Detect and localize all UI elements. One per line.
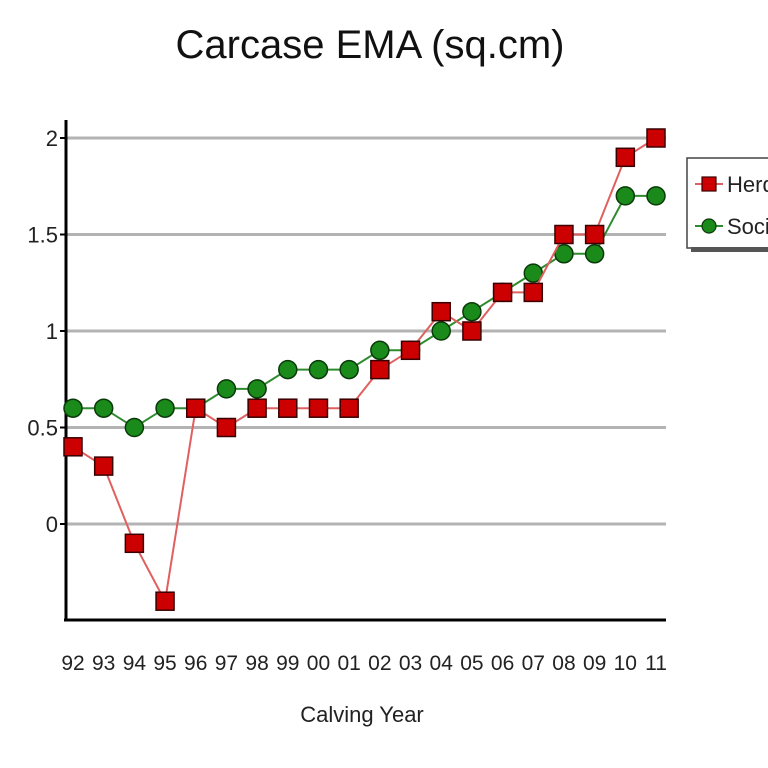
data-point — [339, 359, 359, 380]
data-point — [308, 359, 329, 380]
data-point — [584, 224, 605, 245]
data-point — [63, 437, 83, 457]
y-tick-label: 0.5 — [27, 416, 58, 441]
x-tick-label: 08 — [552, 652, 575, 675]
data-point — [370, 340, 390, 361]
x-tick-label: 06 — [491, 652, 514, 675]
x-tick-label: 92 — [61, 652, 84, 675]
data-point — [400, 340, 421, 361]
legend-label: Herd — [727, 172, 768, 197]
series-line — [72, 137, 657, 605]
y-tick-label: 2 — [46, 126, 58, 151]
data-point — [155, 398, 175, 418]
data-point — [523, 282, 544, 303]
x-tick-label: 05 — [460, 652, 483, 675]
data-point — [339, 398, 359, 418]
legend-label: Society — [727, 214, 768, 239]
data-point — [124, 417, 145, 438]
series-herd — [63, 128, 666, 611]
data-point — [63, 398, 83, 418]
x-tick-label: 94 — [123, 652, 147, 675]
x-tick-label: 01 — [337, 652, 360, 675]
data-point — [124, 533, 145, 554]
y-tick-label: 0 — [46, 512, 58, 537]
data-point — [278, 398, 298, 418]
data-point — [185, 398, 206, 418]
data-point — [247, 398, 267, 418]
x-tick-label: 07 — [522, 652, 545, 675]
series-layer — [63, 128, 666, 611]
data-point — [431, 301, 451, 322]
x-tick-label: 93 — [92, 652, 115, 675]
data-point — [615, 186, 636, 206]
x-tick-label: 02 — [368, 652, 391, 675]
legend-box — [686, 157, 768, 249]
data-point — [584, 244, 605, 264]
x-tick-label: 10 — [614, 652, 637, 675]
axes — [60, 120, 666, 622]
x-tick-label: 00 — [307, 652, 330, 675]
data-point — [216, 379, 237, 399]
x-tick-label: 95 — [153, 652, 176, 675]
data-point — [462, 301, 482, 322]
grid — [66, 136, 666, 526]
chart-title: Carcase EMA (sq.cm) — [176, 23, 565, 67]
x-tick-label: 11 — [645, 652, 667, 675]
data-point — [278, 359, 298, 380]
series-society — [63, 186, 666, 438]
data-point — [615, 147, 636, 168]
x-tick-label: 97 — [215, 652, 238, 675]
y-axis-ticks: 2 1.5 1 0.5 0 — [27, 126, 58, 537]
x-tick-label: 96 — [184, 652, 207, 675]
data-point — [554, 224, 574, 245]
data-point — [554, 244, 574, 264]
x-tick-label: 99 — [276, 652, 299, 675]
data-point — [462, 321, 482, 341]
data-point — [247, 379, 267, 399]
legend-marker — [701, 218, 717, 234]
x-axis-ticks: 92 93 94 95 96 97 98 99 00 01 02 03 04 05 06 07 08 09 10 11 — [61, 652, 667, 675]
data-point — [646, 128, 666, 148]
legend-marker — [701, 176, 717, 192]
legend-shadow — [691, 247, 768, 252]
data-point — [93, 398, 114, 418]
data-point — [370, 359, 390, 380]
data-point — [308, 398, 329, 418]
data-point — [646, 186, 666, 206]
data-point — [216, 417, 237, 438]
y-tick-label: 1 — [46, 319, 58, 344]
data-point — [155, 591, 175, 611]
data-point — [431, 321, 451, 341]
x-tick-label: 03 — [399, 652, 422, 675]
x-tick-label: 98 — [245, 652, 268, 675]
x-axis-label: Calving Year — [300, 702, 424, 727]
data-point — [93, 456, 114, 476]
x-tick-label: 09 — [583, 652, 606, 675]
y-tick-label: 1.5 — [27, 223, 58, 248]
data-point — [523, 263, 544, 283]
x-tick-label: 04 — [430, 652, 454, 675]
legend: Herd Society — [686, 157, 768, 252]
data-point — [492, 282, 513, 303]
